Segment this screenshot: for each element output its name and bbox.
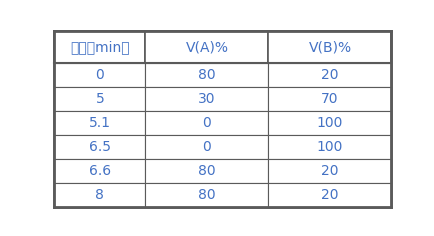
- Bar: [54, 159, 145, 183]
- Text: 80: 80: [197, 68, 215, 82]
- Text: 80: 80: [197, 188, 215, 202]
- Text: 5.1: 5.1: [89, 116, 111, 130]
- Bar: [268, 111, 391, 135]
- Bar: [145, 135, 268, 159]
- Bar: [145, 87, 268, 111]
- Bar: [145, 63, 268, 87]
- Text: 100: 100: [316, 116, 342, 130]
- Bar: [268, 63, 391, 87]
- Bar: [268, 87, 391, 111]
- Text: 时间（min）: 时间（min）: [70, 40, 129, 54]
- Text: V(A)%: V(A)%: [185, 40, 228, 54]
- Bar: [145, 159, 268, 183]
- Text: 20: 20: [320, 164, 338, 178]
- Bar: [268, 31, 391, 63]
- Text: 8: 8: [95, 188, 104, 202]
- Bar: [54, 87, 145, 111]
- Bar: [54, 31, 145, 63]
- Text: V(B)%: V(B)%: [308, 40, 351, 54]
- Text: 6.6: 6.6: [89, 164, 111, 178]
- Bar: [145, 183, 268, 207]
- Text: 70: 70: [320, 92, 338, 106]
- Text: 100: 100: [316, 140, 342, 154]
- Text: 30: 30: [198, 92, 215, 106]
- Bar: [54, 63, 145, 87]
- Text: 0: 0: [202, 116, 211, 130]
- Bar: [268, 159, 391, 183]
- Bar: [145, 31, 268, 63]
- Bar: [268, 135, 391, 159]
- Bar: [54, 111, 145, 135]
- Text: 0: 0: [95, 68, 104, 82]
- Bar: [145, 111, 268, 135]
- Bar: [268, 183, 391, 207]
- Text: 80: 80: [197, 164, 215, 178]
- Text: 6.5: 6.5: [89, 140, 111, 154]
- Text: 20: 20: [320, 188, 338, 202]
- Bar: [54, 183, 145, 207]
- Text: 0: 0: [202, 140, 211, 154]
- Text: 5: 5: [95, 92, 104, 106]
- Text: 20: 20: [320, 68, 338, 82]
- Bar: [54, 135, 145, 159]
